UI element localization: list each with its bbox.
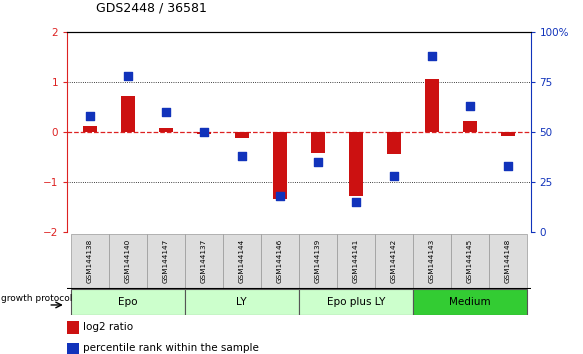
Bar [147,234,185,289]
Text: GSM144146: GSM144146 [277,239,283,283]
Bar [185,289,299,315]
Text: GSM144145: GSM144145 [467,239,473,283]
Bar [501,132,515,136]
Text: GSM144137: GSM144137 [201,239,207,283]
Bar [349,132,363,196]
Text: GSM144147: GSM144147 [163,239,169,283]
Bar [83,126,97,132]
Bar [223,234,261,289]
Point [161,109,170,115]
Point [85,113,94,119]
Bar [109,234,147,289]
Bar [71,289,185,315]
Text: GSM144143: GSM144143 [429,239,435,283]
Point [199,129,209,135]
Bar [424,79,439,132]
Point [237,153,247,159]
Bar [375,234,413,289]
Bar [159,128,173,132]
Text: Epo: Epo [118,297,138,307]
Point [123,73,132,79]
Bar [337,234,375,289]
Bar [299,289,413,315]
Text: GSM144144: GSM144144 [239,239,245,283]
Bar [234,132,249,138]
Bar [299,234,337,289]
Point [313,159,322,165]
Point [389,173,398,179]
Bar [451,234,489,289]
Bar [196,132,211,135]
Bar [489,234,526,289]
Text: GSM144138: GSM144138 [87,239,93,283]
Text: GSM144148: GSM144148 [505,239,511,283]
Point [427,53,437,59]
Point [275,193,285,199]
Text: Medium: Medium [449,297,490,307]
Bar [121,96,135,132]
Point [465,103,475,109]
Text: percentile rank within the sample: percentile rank within the sample [83,343,259,353]
Bar [261,234,299,289]
Bar [413,234,451,289]
Bar [413,289,526,315]
Text: growth protocol: growth protocol [1,294,73,303]
Bar [462,121,477,132]
Bar [67,343,79,354]
Text: GSM144141: GSM144141 [353,239,359,283]
Text: GSM144139: GSM144139 [315,239,321,283]
Bar [273,132,287,199]
Text: log2 ratio: log2 ratio [83,322,134,332]
Point [351,199,360,205]
Bar [71,234,109,289]
Point [503,163,512,169]
Bar [67,321,79,334]
Text: GSM144140: GSM144140 [125,239,131,283]
Text: Epo plus LY: Epo plus LY [326,297,385,307]
Bar [311,132,325,153]
Bar [185,234,223,289]
Text: LY: LY [237,297,247,307]
Bar [387,132,401,154]
Text: GSM144142: GSM144142 [391,239,397,283]
Text: GDS2448 / 36581: GDS2448 / 36581 [96,1,207,14]
